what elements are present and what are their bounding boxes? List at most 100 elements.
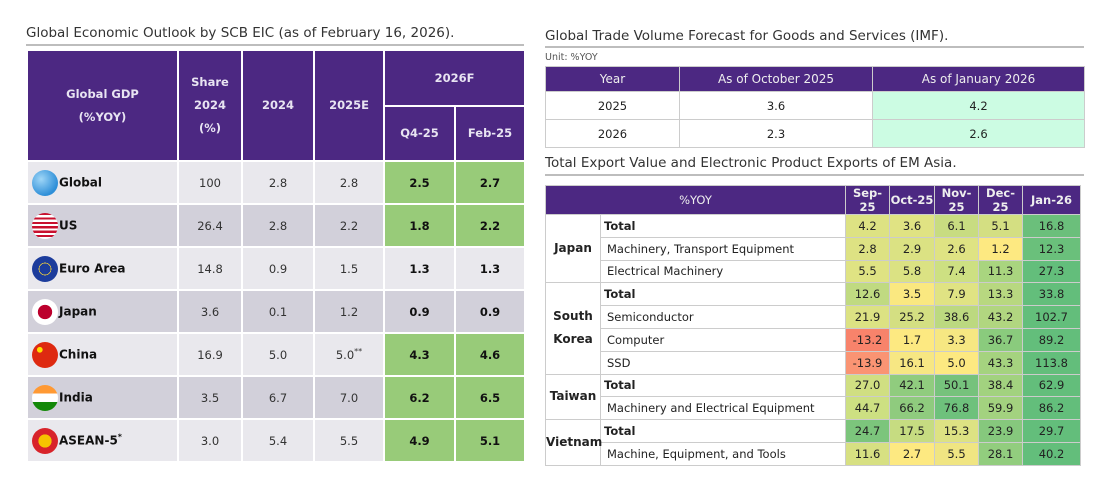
india-flag-icon: [32, 384, 58, 411]
value-cell: 5.5: [934, 441, 979, 466]
table-row: Electrical Machinery 5.5 5.8 7.4 11.3 27.3: [546, 259, 1081, 284]
asean-flag-icon: [32, 427, 58, 454]
value-cell: 24.7: [845, 419, 890, 443]
region-name: Euro Area: [59, 261, 126, 275]
divider: [545, 46, 1084, 48]
value-cell: 3.6: [889, 214, 935, 238]
gdp-2024-cell: 2.8: [241, 203, 315, 248]
region-cell: Vietnam: [545, 419, 602, 466]
value-cell: 50.1: [934, 373, 979, 398]
divider: [26, 44, 524, 46]
value-cell: 33.8: [1022, 282, 1081, 307]
value-cell: 3.6: [679, 91, 873, 120]
item-cell: Electrical Machinery: [600, 259, 846, 284]
value-cell: 27.3: [1022, 259, 1081, 284]
value-cell: 4.2: [872, 91, 1085, 120]
table-row: US 26.4 2.8 2.2 1.8 2.2: [26, 203, 526, 248]
value-cell: 2.7: [889, 441, 935, 466]
value-cell: 21.9: [845, 305, 890, 329]
table-row: Machinery, Transport Equipment 2.8 2.9 2.6 1…: [546, 236, 1081, 261]
gdp-2025e-cell: 1.2: [313, 289, 385, 334]
item-cell: Total: [600, 419, 846, 443]
value-cell: 89.2: [1022, 327, 1081, 352]
table-row: India 3.5 6.7 7.0 6.2 6.5: [26, 375, 526, 420]
header-2025e: 2025E: [313, 49, 385, 162]
region-name: India: [59, 390, 93, 404]
header-share: Share 2024 (%): [177, 49, 243, 162]
region-cell: China: [26, 332, 179, 377]
share-cell: 3.6: [177, 289, 243, 334]
value-cell: 16.8: [1022, 214, 1081, 238]
value-cell: 27.0: [845, 373, 890, 398]
gdp-2025e-cell: 7.0: [313, 375, 385, 420]
item-cell: Machinery, Transport Equipment: [600, 236, 846, 261]
header-2026f: 2026F: [383, 49, 526, 107]
forecast-q4-cell: 2.5: [383, 160, 456, 205]
value-cell: 16.1: [889, 350, 935, 375]
gdp-2024-cell: 5.4: [241, 418, 315, 463]
value-cell: 11.6: [845, 441, 890, 466]
value-cell: 113.8: [1022, 350, 1081, 375]
region-cell: Taiwan: [545, 373, 601, 421]
forecast-q4-cell: 6.2: [383, 375, 456, 420]
value-cell: 5.1: [978, 214, 1023, 238]
value-cell: 13.3: [978, 282, 1023, 307]
table-row: Machinery and Electrical Equipment 44.7 66…: [546, 396, 1081, 421]
header-month: Dec-25: [978, 185, 1023, 215]
table-row: Machine, Equipment, and Tools 11.6 2.7 5.5 2…: [546, 441, 1081, 466]
gdp-2024-cell: 5.0: [241, 332, 315, 377]
value-cell: 1.7: [889, 327, 935, 352]
gdp-2024-cell: 2.8: [241, 160, 315, 205]
value-cell: 6.1: [934, 214, 979, 238]
header-month: Oct-25: [889, 185, 935, 215]
forecast-q4-cell: 4.3: [383, 332, 456, 377]
value-cell: 2.9: [889, 236, 935, 261]
value-cell: 25.2: [889, 305, 935, 329]
year-cell: 2025: [545, 91, 680, 120]
value-cell: 28.1: [978, 441, 1023, 466]
forecast-feb-cell: 2.2: [454, 203, 526, 248]
gdp-2024-cell: 0.9: [241, 246, 315, 291]
china-flag-icon: [32, 341, 58, 368]
item-cell: Total: [600, 373, 846, 398]
header-q4-25: Q4-25: [383, 105, 456, 162]
value-cell: 12.6: [845, 282, 890, 307]
table-row: Japan 3.6 0.1 1.2 0.9 0.9: [26, 289, 526, 334]
gdp-table-title: Global Economic Outlook by SCB EIC (as o…: [26, 25, 455, 41]
table-row: 2026 2.3 2.6: [545, 119, 1085, 148]
header-feb-25: Feb-25: [454, 105, 526, 162]
header-year: Year: [545, 66, 680, 92]
table-row: Euro Area 14.8 0.9 1.5 1.3 1.3: [26, 246, 526, 291]
item-cell: Machinery and Electrical Equipment: [600, 396, 846, 421]
value-cell: 23.9: [978, 419, 1023, 443]
table-row: South Korea Total 12.6 3.5 7.9 13.3 33.8: [545, 282, 1081, 375]
year-cell: 2026: [545, 119, 680, 148]
value-cell: 42.1: [889, 373, 935, 398]
region-cell: ASEAN-5*: [26, 418, 179, 463]
forecast-q4-cell: 4.9: [383, 418, 456, 463]
forecast-q4-cell: 1.8: [383, 203, 456, 248]
gdp-2025e-cell: 5.5: [313, 418, 385, 463]
forecast-q4-cell: 0.9: [383, 289, 456, 334]
region-cell: Global: [26, 160, 179, 205]
value-cell: 11.3: [978, 259, 1023, 284]
table-row: Vietnam Total 24.7 17.5 15.3 23.9 29.7: [545, 419, 1081, 466]
value-cell: 5.5: [845, 259, 890, 284]
item-cell: SSD: [600, 350, 846, 375]
export-table-title: Total Export Value and Electronic Produc…: [545, 155, 957, 171]
value-cell: 66.2: [889, 396, 935, 421]
value-cell: 29.7: [1022, 419, 1081, 443]
value-cell: 4.2: [845, 214, 890, 238]
header-month: Nov-25: [934, 185, 979, 215]
table-row: Semiconductor 21.9 25.2 38.6 43.2 102.7: [546, 305, 1081, 329]
region-cell: Euro Area: [26, 246, 179, 291]
trade-volume-table: Year As of October 2025 As of January 20…: [545, 66, 1085, 148]
value-cell: 15.3: [934, 419, 979, 443]
value-cell: 44.7: [845, 396, 890, 421]
item-cell: Total: [600, 214, 846, 238]
table-row: Global 100 2.8 2.8 2.5 2.7: [26, 160, 526, 205]
forecast-feb-cell: 4.6: [454, 332, 526, 377]
value-cell: 3.5: [889, 282, 935, 307]
value-cell: 12.3: [1022, 236, 1081, 261]
value-cell: 36.7: [978, 327, 1023, 352]
